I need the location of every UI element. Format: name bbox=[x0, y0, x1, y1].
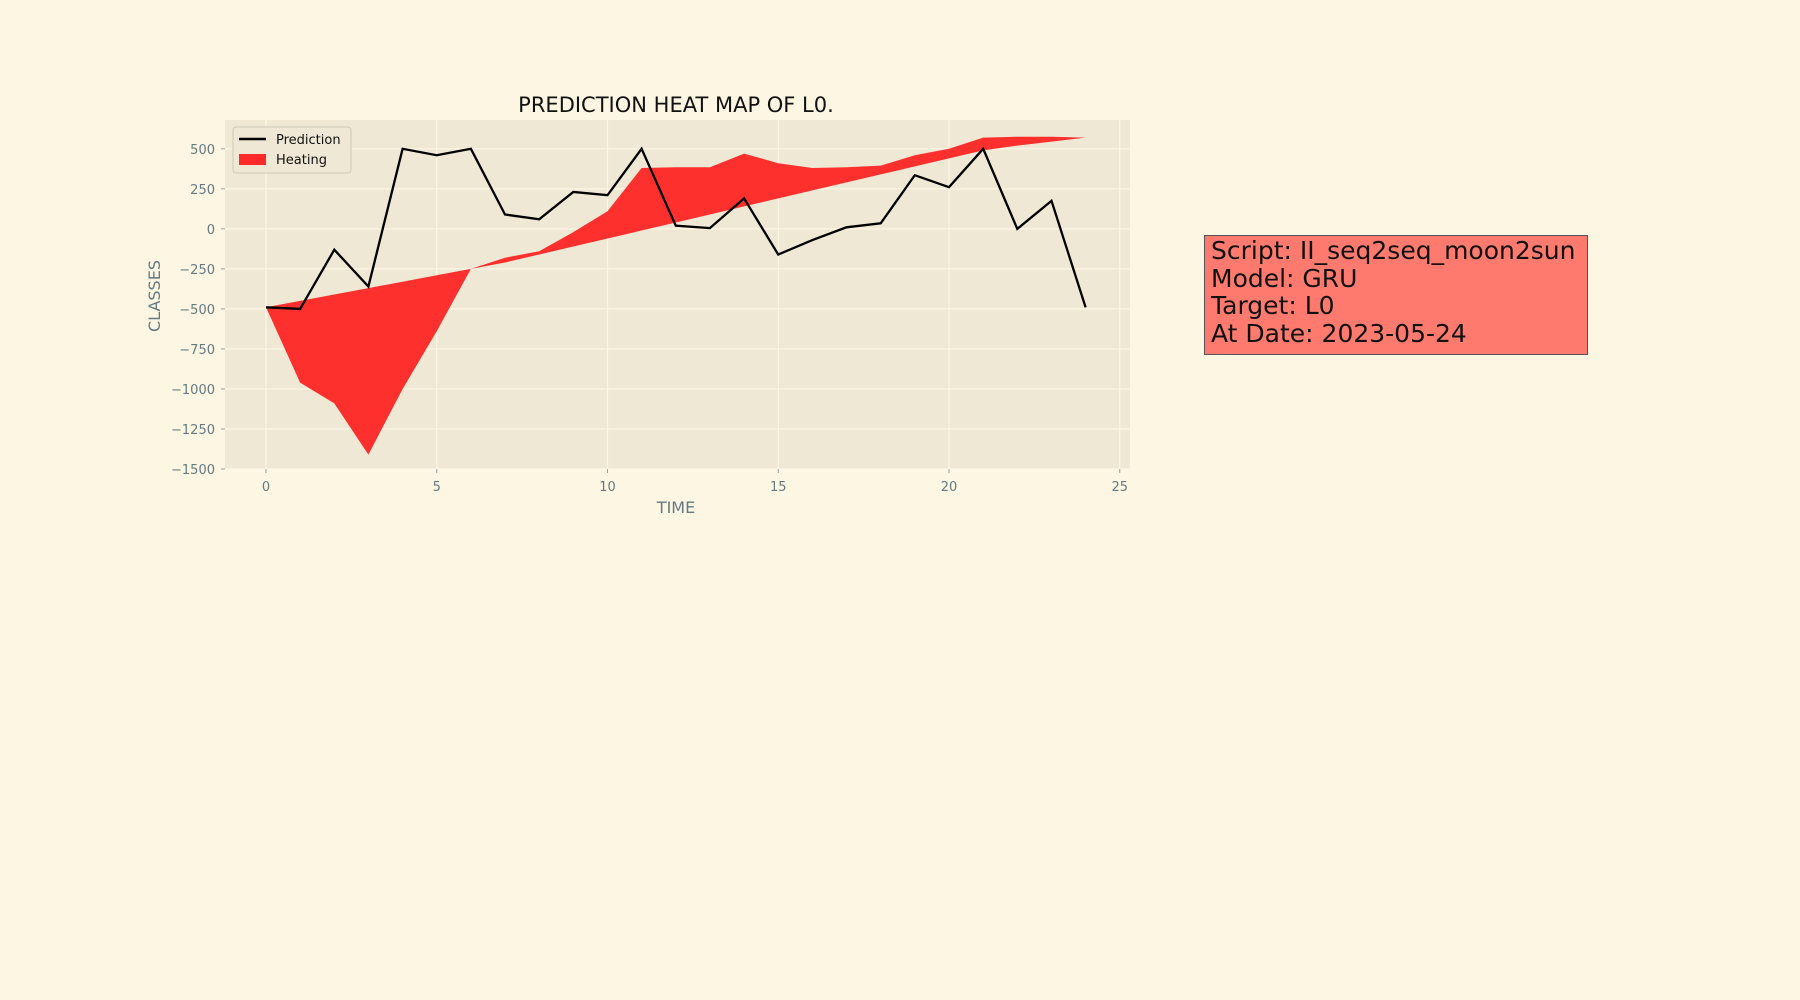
y-tick-label: −750 bbox=[179, 343, 215, 358]
tick-labels: 0 5 10 15 20 25 500 250 0 −250 −500 −750 −1000 −1250 −… bbox=[171, 143, 1128, 495]
y-tick-label: −1250 bbox=[171, 423, 215, 438]
legend-heating-swatch bbox=[239, 154, 266, 165]
x-tick-label: 0 bbox=[262, 480, 270, 495]
y-axis-label: CLASSES bbox=[145, 260, 164, 332]
model-text: Model: GRU bbox=[1211, 263, 1358, 293]
x-tick-label: 10 bbox=[599, 480, 616, 495]
heating-area bbox=[266, 136, 1086, 455]
date-text: At Date: 2023-05-24 bbox=[1211, 318, 1467, 348]
legend-heating-label: Heating bbox=[276, 153, 327, 168]
script-text: Script: II_seq2seq_moon2sun bbox=[1211, 236, 1576, 265]
x-tick-label: 20 bbox=[941, 480, 958, 495]
x-axis-label: TIME bbox=[656, 498, 695, 517]
x-tick-label: 25 bbox=[1111, 480, 1128, 495]
legend: Prediction Heating bbox=[232, 126, 352, 174]
prediction-line bbox=[265, 146, 1087, 311]
y-tick-label: 250 bbox=[190, 183, 215, 198]
y-tick-label: −1500 bbox=[171, 463, 215, 478]
heating-area-layer bbox=[266, 136, 1086, 455]
x-tick-label: 5 bbox=[433, 480, 441, 495]
target-text: Target: L0 bbox=[1211, 291, 1335, 320]
y-tick-label: 0 bbox=[207, 223, 215, 238]
grid bbox=[225, 120, 1130, 470]
y-tick-label: −250 bbox=[179, 263, 215, 278]
y-tick-label: −500 bbox=[179, 303, 215, 318]
y-tick-label: 500 bbox=[190, 143, 215, 158]
chart-title: PREDICTION HEAT MAP OF L0. bbox=[518, 93, 834, 117]
x-tick-label: 15 bbox=[770, 480, 787, 495]
info-box: Script: II_seq2seq_moon2sun Model: GRU T… bbox=[1204, 235, 1588, 355]
y-tick-label: −1000 bbox=[171, 383, 215, 398]
prediction-line-layer bbox=[265, 146, 1087, 311]
legend-prediction-label: Prediction bbox=[276, 133, 341, 148]
